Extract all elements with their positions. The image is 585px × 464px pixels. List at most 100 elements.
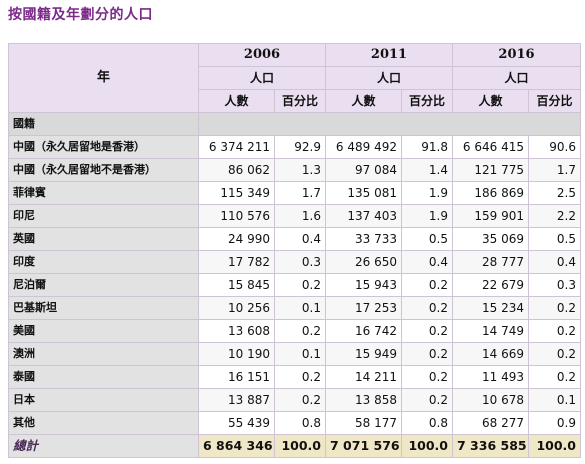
table-row: 尼泊爾 15 845 0.2 15 943 0.2 22 679 0.3 xyxy=(8,273,581,297)
percent-cell: 0.3 xyxy=(274,250,326,274)
percent-cell: 0.2 xyxy=(401,296,453,320)
total-row: 總計 6 864 346 100.0 7 071 576 100.0 7 336 585 1… xyxy=(8,434,581,458)
percent-cell: 1.9 xyxy=(401,204,453,228)
population-header: 人口 xyxy=(198,66,326,90)
count-cell: 10 256 xyxy=(198,296,275,320)
percent-cell: 0.5 xyxy=(401,227,453,251)
count-cell: 15 943 xyxy=(325,273,402,297)
percent-cell: 0.1 xyxy=(274,342,326,366)
percent-header: 百分比 xyxy=(274,89,326,113)
percent-cell: 1.7 xyxy=(528,158,581,182)
nationality-label: 尼泊爾 xyxy=(8,273,199,297)
percent-cell: 91.8 xyxy=(401,135,453,159)
nationality-label: 菲律賓 xyxy=(8,181,199,205)
section-label: 國籍 xyxy=(8,112,199,136)
percent-cell: 1.7 xyxy=(274,181,326,205)
percent-cell: 0.4 xyxy=(528,250,581,274)
percent-cell: 0.2 xyxy=(274,365,326,389)
table-row: 日本 13 887 0.2 13 858 0.2 10 678 0.1 xyxy=(8,388,581,412)
total-percent-cell: 100.0 xyxy=(274,434,326,458)
count-cell: 26 650 xyxy=(325,250,402,274)
count-cell: 68 277 xyxy=(452,411,529,435)
total-count-cell: 6 864 346 xyxy=(198,434,275,458)
table-row: 印尼 110 576 1.6 137 403 1.9 159 901 2.2 xyxy=(8,204,581,228)
percent-cell: 0.1 xyxy=(528,388,581,412)
total-label: 總計 xyxy=(8,434,199,458)
nationality-label: 中國（永久居留地是香港） xyxy=(8,135,199,159)
percent-cell: 0.2 xyxy=(401,342,453,366)
count-cell: 97 084 xyxy=(325,158,402,182)
count-cell: 10 678 xyxy=(452,388,529,412)
count-cell: 16 742 xyxy=(325,319,402,343)
count-cell: 17 253 xyxy=(325,296,402,320)
count-cell: 13 858 xyxy=(325,388,402,412)
population-table: 年 2006 2011 2016 人口 人口 人口 人數 百分比 人數 百分比 … xyxy=(8,43,581,458)
percent-cell: 0.2 xyxy=(528,296,581,320)
percent-cell: 1.3 xyxy=(274,158,326,182)
count-cell: 17 782 xyxy=(198,250,275,274)
nationality-label: 其他 xyxy=(8,411,199,435)
percent-cell: 0.4 xyxy=(274,227,326,251)
percent-cell: 1.9 xyxy=(401,181,453,205)
year-2016-header: 2016 xyxy=(452,43,581,67)
table-row: 美國 13 608 0.2 16 742 0.2 14 749 0.2 xyxy=(8,319,581,343)
population-header: 人口 xyxy=(325,66,453,90)
count-cell: 24 990 xyxy=(198,227,275,251)
count-cell: 58 177 xyxy=(325,411,402,435)
count-cell: 22 679 xyxy=(452,273,529,297)
count-cell: 13 608 xyxy=(198,319,275,343)
percent-cell: 0.8 xyxy=(274,411,326,435)
population-header: 人口 xyxy=(452,66,581,90)
percent-cell: 0.2 xyxy=(528,342,581,366)
table-row: 中國（永久居留地是香港） 6 374 211 92.9 6 489 492 91.8 6 … xyxy=(8,135,581,159)
percent-cell: 0.2 xyxy=(401,273,453,297)
count-cell: 15 234 xyxy=(452,296,529,320)
percent-cell: 0.2 xyxy=(401,365,453,389)
percent-cell: 2.2 xyxy=(528,204,581,228)
count-cell: 35 069 xyxy=(452,227,529,251)
total-count-cell: 7 071 576 xyxy=(325,434,402,458)
nationality-label: 美國 xyxy=(8,319,199,343)
percent-cell: 0.1 xyxy=(274,296,326,320)
total-percent-cell: 100.0 xyxy=(401,434,453,458)
count-cell: 28 777 xyxy=(452,250,529,274)
percent-cell: 0.3 xyxy=(528,273,581,297)
percent-cell: 2.5 xyxy=(528,181,581,205)
table-row: 其他 55 439 0.8 58 177 0.8 68 277 0.9 xyxy=(8,411,581,435)
count-cell: 121 775 xyxy=(452,158,529,182)
percent-cell: 0.2 xyxy=(274,319,326,343)
count-header: 人數 xyxy=(198,89,275,113)
count-cell: 135 081 xyxy=(325,181,402,205)
count-cell: 6 489 492 xyxy=(325,135,402,159)
count-cell: 15 845 xyxy=(198,273,275,297)
count-cell: 6 374 211 xyxy=(198,135,275,159)
count-cell: 11 493 xyxy=(452,365,529,389)
table-row: 澳洲 10 190 0.1 15 949 0.2 14 669 0.2 xyxy=(8,342,581,366)
percent-cell: 0.2 xyxy=(274,388,326,412)
percent-cell: 0.4 xyxy=(401,250,453,274)
year-2011-header: 2011 xyxy=(325,43,453,67)
nationality-label: 泰國 xyxy=(8,365,199,389)
nationality-label: 英國 xyxy=(8,227,199,251)
table-row: 巴基斯坦 10 256 0.1 17 253 0.2 15 234 0.2 xyxy=(8,296,581,320)
count-cell: 13 887 xyxy=(198,388,275,412)
table-row: 菲律賓 115 349 1.7 135 081 1.9 186 869 2.5 xyxy=(8,181,581,205)
count-cell: 110 576 xyxy=(198,204,275,228)
percent-cell: 1.4 xyxy=(401,158,453,182)
count-cell: 16 151 xyxy=(198,365,275,389)
nationality-label: 日本 xyxy=(8,388,199,412)
count-header: 人數 xyxy=(452,89,529,113)
percent-cell: 0.2 xyxy=(528,365,581,389)
percent-cell: 0.2 xyxy=(528,319,581,343)
section-filler xyxy=(198,112,581,136)
nationality-label: 中國（永久居留地不是香港） xyxy=(8,158,199,182)
percent-cell: 92.9 xyxy=(274,135,326,159)
count-cell: 86 062 xyxy=(198,158,275,182)
section-row: 國籍 xyxy=(8,112,581,136)
percent-header: 百分比 xyxy=(401,89,453,113)
table-row: 泰國 16 151 0.2 14 211 0.2 11 493 0.2 xyxy=(8,365,581,389)
percent-cell: 0.2 xyxy=(274,273,326,297)
count-cell: 14 211 xyxy=(325,365,402,389)
year-header: 年 xyxy=(8,43,199,113)
table-row: 中國（永久居留地不是香港） 86 062 1.3 97 084 1.4 121 775 1.… xyxy=(8,158,581,182)
